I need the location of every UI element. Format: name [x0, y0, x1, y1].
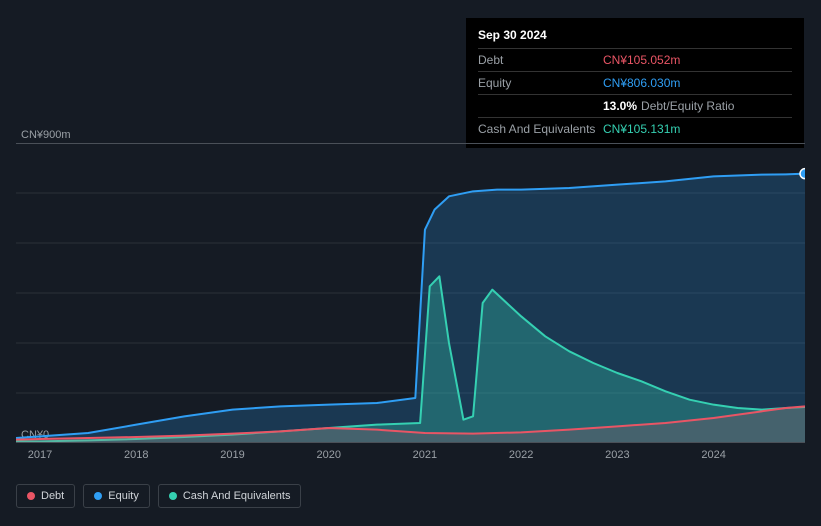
chart-legend: Debt Equity Cash And Equivalents — [16, 484, 301, 508]
chart-marker — [800, 169, 805, 179]
financial-chart[interactable] — [16, 143, 805, 443]
legend-dot-icon — [94, 492, 102, 500]
tooltip-value: CN¥105.131m — [603, 120, 680, 138]
x-axis-label: 2017 — [28, 449, 52, 461]
chart-tooltip: Sep 30 2024 DebtCN¥105.052mEquityCN¥806.… — [466, 18, 804, 148]
tooltip-row: Cash And EquivalentsCN¥105.131m — [478, 117, 792, 140]
x-axis-label: 2020 — [316, 449, 340, 461]
legend-label: Equity — [108, 490, 139, 502]
legend-dot-icon — [169, 492, 177, 500]
legend-label: Cash And Equivalents — [183, 490, 291, 502]
x-axis-label: 2023 — [605, 449, 629, 461]
legend-label: Debt — [41, 490, 64, 502]
x-axis-label: 2018 — [124, 449, 148, 461]
y-axis-label: CN¥900m — [21, 129, 71, 141]
legend-item[interactable]: Equity — [83, 484, 150, 508]
x-axis-label: 2019 — [220, 449, 244, 461]
tooltip-row: DebtCN¥105.052m — [478, 48, 792, 71]
x-axis-label: 2022 — [509, 449, 533, 461]
tooltip-label: Equity — [478, 74, 603, 92]
legend-dot-icon — [27, 492, 35, 500]
tooltip-value: CN¥105.052m — [603, 51, 680, 69]
x-axis-label: 2024 — [701, 449, 725, 461]
legend-item[interactable]: Debt — [16, 484, 75, 508]
tooltip-value: CN¥806.030m — [603, 74, 680, 92]
tooltip-label — [478, 97, 603, 115]
x-axis-label: 2021 — [413, 449, 437, 461]
tooltip-date: Sep 30 2024 — [478, 26, 792, 44]
tooltip-row: 13.0%Debt/Equity Ratio — [478, 94, 792, 117]
tooltip-ratio: 13.0%Debt/Equity Ratio — [603, 97, 734, 115]
tooltip-label: Debt — [478, 51, 603, 69]
legend-item[interactable]: Cash And Equivalents — [158, 484, 302, 508]
tooltip-label: Cash And Equivalents — [478, 120, 603, 138]
tooltip-row: EquityCN¥806.030m — [478, 71, 792, 94]
